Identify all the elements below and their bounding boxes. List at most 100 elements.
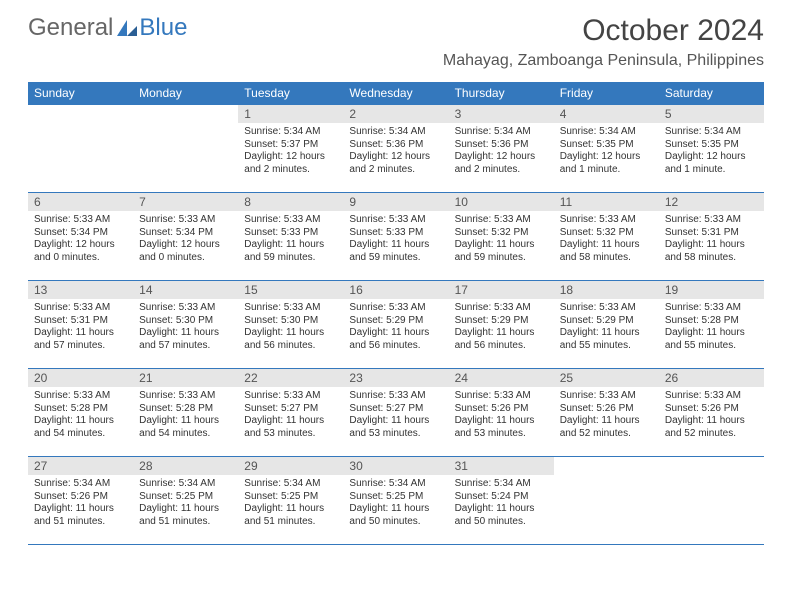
weekday-header: Tuesday [238, 82, 343, 105]
weekday-header-row: Sunday Monday Tuesday Wednesday Thursday… [28, 82, 764, 105]
day-number: 21 [133, 369, 238, 387]
calendar-body: ....1Sunrise: 5:34 AMSunset: 5:37 PMDayl… [28, 105, 764, 545]
day-details: Sunrise: 5:33 AMSunset: 5:32 PMDaylight:… [449, 211, 554, 268]
day-details: Sunrise: 5:33 AMSunset: 5:29 PMDaylight:… [449, 299, 554, 356]
day-details: Sunrise: 5:34 AMSunset: 5:36 PMDaylight:… [343, 123, 448, 180]
day-number: 12 [659, 193, 764, 211]
day-details: Sunrise: 5:34 AMSunset: 5:35 PMDaylight:… [659, 123, 764, 180]
day-number: 3 [449, 105, 554, 123]
logo-text-general: General [28, 14, 113, 42]
day-details: Sunrise: 5:33 AMSunset: 5:28 PMDaylight:… [133, 387, 238, 444]
calendar-row: 13Sunrise: 5:33 AMSunset: 5:31 PMDayligh… [28, 281, 764, 369]
day-details: Sunrise: 5:34 AMSunset: 5:25 PMDaylight:… [133, 475, 238, 532]
weekday-header: Thursday [449, 82, 554, 105]
day-number: 8 [238, 193, 343, 211]
calendar-cell: 25Sunrise: 5:33 AMSunset: 5:26 PMDayligh… [554, 369, 659, 457]
day-number: 13 [28, 281, 133, 299]
day-number: 1 [238, 105, 343, 123]
title-block: October 2024 Mahayag, Zamboanga Peninsul… [443, 14, 764, 70]
day-details: Sunrise: 5:34 AMSunset: 5:24 PMDaylight:… [449, 475, 554, 532]
day-details: Sunrise: 5:34 AMSunset: 5:35 PMDaylight:… [554, 123, 659, 180]
day-details: Sunrise: 5:33 AMSunset: 5:30 PMDaylight:… [133, 299, 238, 356]
day-number: 16 [343, 281, 448, 299]
day-details: Sunrise: 5:34 AMSunset: 5:37 PMDaylight:… [238, 123, 343, 180]
day-number: 5 [659, 105, 764, 123]
day-details: Sunrise: 5:34 AMSunset: 5:36 PMDaylight:… [449, 123, 554, 180]
day-number: 15 [238, 281, 343, 299]
day-details: Sunrise: 5:33 AMSunset: 5:26 PMDaylight:… [659, 387, 764, 444]
day-number: 22 [238, 369, 343, 387]
weekday-header: Monday [133, 82, 238, 105]
day-details: Sunrise: 5:33 AMSunset: 5:30 PMDaylight:… [238, 299, 343, 356]
day-number: 19 [659, 281, 764, 299]
calendar-row: ....1Sunrise: 5:34 AMSunset: 5:37 PMDayl… [28, 105, 764, 193]
calendar-cell: 15Sunrise: 5:33 AMSunset: 5:30 PMDayligh… [238, 281, 343, 369]
calendar-cell: 2Sunrise: 5:34 AMSunset: 5:36 PMDaylight… [343, 105, 448, 193]
calendar-cell: 14Sunrise: 5:33 AMSunset: 5:30 PMDayligh… [133, 281, 238, 369]
calendar-cell: 27Sunrise: 5:34 AMSunset: 5:26 PMDayligh… [28, 457, 133, 545]
day-details: Sunrise: 5:34 AMSunset: 5:26 PMDaylight:… [28, 475, 133, 532]
day-details: Sunrise: 5:33 AMSunset: 5:34 PMDaylight:… [28, 211, 133, 268]
calendar-row: 20Sunrise: 5:33 AMSunset: 5:28 PMDayligh… [28, 369, 764, 457]
header: General Blue October 2024 Mahayag, Zambo… [0, 0, 792, 74]
calendar-cell: 9Sunrise: 5:33 AMSunset: 5:33 PMDaylight… [343, 193, 448, 281]
day-details: Sunrise: 5:33 AMSunset: 5:34 PMDaylight:… [133, 211, 238, 268]
weekday-header: Saturday [659, 82, 764, 105]
calendar-cell: .. [659, 457, 764, 545]
day-number: 31 [449, 457, 554, 475]
calendar-cell: 28Sunrise: 5:34 AMSunset: 5:25 PMDayligh… [133, 457, 238, 545]
day-details: Sunrise: 5:34 AMSunset: 5:25 PMDaylight:… [343, 475, 448, 532]
calendar-cell: 31Sunrise: 5:34 AMSunset: 5:24 PMDayligh… [449, 457, 554, 545]
day-number: 14 [133, 281, 238, 299]
day-number: 27 [28, 457, 133, 475]
calendar-cell: 19Sunrise: 5:33 AMSunset: 5:28 PMDayligh… [659, 281, 764, 369]
day-number: 6 [28, 193, 133, 211]
day-details: Sunrise: 5:33 AMSunset: 5:32 PMDaylight:… [554, 211, 659, 268]
calendar-cell: 3Sunrise: 5:34 AMSunset: 5:36 PMDaylight… [449, 105, 554, 193]
day-number: 30 [343, 457, 448, 475]
weekday-header: Sunday [28, 82, 133, 105]
calendar-table: Sunday Monday Tuesday Wednesday Thursday… [28, 82, 764, 545]
calendar-cell: 4Sunrise: 5:34 AMSunset: 5:35 PMDaylight… [554, 105, 659, 193]
day-details: Sunrise: 5:33 AMSunset: 5:31 PMDaylight:… [659, 211, 764, 268]
calendar-cell: .. [133, 105, 238, 193]
logo: General Blue [28, 14, 187, 42]
weekday-header: Friday [554, 82, 659, 105]
logo-mark-icon [117, 20, 137, 36]
calendar-cell: 30Sunrise: 5:34 AMSunset: 5:25 PMDayligh… [343, 457, 448, 545]
calendar-cell: 29Sunrise: 5:34 AMSunset: 5:25 PMDayligh… [238, 457, 343, 545]
day-number: 24 [449, 369, 554, 387]
day-details: Sunrise: 5:33 AMSunset: 5:28 PMDaylight:… [659, 299, 764, 356]
page-title: October 2024 [443, 14, 764, 48]
day-number: 29 [238, 457, 343, 475]
day-number: 20 [28, 369, 133, 387]
location-subtitle: Mahayag, Zamboanga Peninsula, Philippine… [443, 52, 764, 70]
day-number: 26 [659, 369, 764, 387]
day-details: Sunrise: 5:33 AMSunset: 5:27 PMDaylight:… [238, 387, 343, 444]
calendar-cell: 5Sunrise: 5:34 AMSunset: 5:35 PMDaylight… [659, 105, 764, 193]
calendar-cell: 7Sunrise: 5:33 AMSunset: 5:34 PMDaylight… [133, 193, 238, 281]
calendar-cell: 16Sunrise: 5:33 AMSunset: 5:29 PMDayligh… [343, 281, 448, 369]
calendar-cell: 13Sunrise: 5:33 AMSunset: 5:31 PMDayligh… [28, 281, 133, 369]
calendar-cell: 24Sunrise: 5:33 AMSunset: 5:26 PMDayligh… [449, 369, 554, 457]
day-details: Sunrise: 5:33 AMSunset: 5:26 PMDaylight:… [449, 387, 554, 444]
calendar-cell: 8Sunrise: 5:33 AMSunset: 5:33 PMDaylight… [238, 193, 343, 281]
calendar-cell: 23Sunrise: 5:33 AMSunset: 5:27 PMDayligh… [343, 369, 448, 457]
day-details: Sunrise: 5:33 AMSunset: 5:27 PMDaylight:… [343, 387, 448, 444]
day-details: Sunrise: 5:33 AMSunset: 5:33 PMDaylight:… [343, 211, 448, 268]
calendar-cell: 11Sunrise: 5:33 AMSunset: 5:32 PMDayligh… [554, 193, 659, 281]
day-details: Sunrise: 5:33 AMSunset: 5:29 PMDaylight:… [343, 299, 448, 356]
calendar-cell: 1Sunrise: 5:34 AMSunset: 5:37 PMDaylight… [238, 105, 343, 193]
day-number: 11 [554, 193, 659, 211]
day-details: Sunrise: 5:33 AMSunset: 5:31 PMDaylight:… [28, 299, 133, 356]
calendar-cell: 12Sunrise: 5:33 AMSunset: 5:31 PMDayligh… [659, 193, 764, 281]
logo-text-blue: Blue [139, 14, 187, 42]
weekday-header: Wednesday [343, 82, 448, 105]
day-number: 23 [343, 369, 448, 387]
calendar-cell: 6Sunrise: 5:33 AMSunset: 5:34 PMDaylight… [28, 193, 133, 281]
day-number: 25 [554, 369, 659, 387]
calendar-cell: 18Sunrise: 5:33 AMSunset: 5:29 PMDayligh… [554, 281, 659, 369]
day-number: 7 [133, 193, 238, 211]
day-details: Sunrise: 5:33 AMSunset: 5:28 PMDaylight:… [28, 387, 133, 444]
calendar-cell: 20Sunrise: 5:33 AMSunset: 5:28 PMDayligh… [28, 369, 133, 457]
